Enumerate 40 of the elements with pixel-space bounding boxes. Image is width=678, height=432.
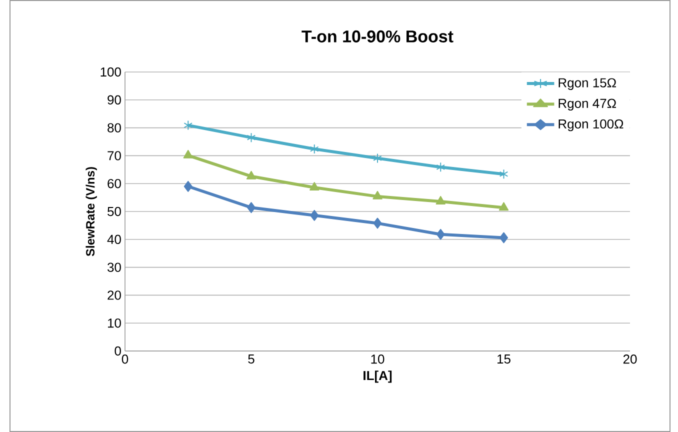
x-tick-label: 0 [122,354,128,364]
point [310,144,319,154]
x-tick-label: 15 [498,354,510,364]
y-tick-label: 20 [108,290,121,300]
point [184,180,192,192]
x-tick-label: 10 [371,354,384,364]
point [436,162,446,172]
y-tick-label: 80 [108,123,121,132]
point [372,190,382,200]
y-tick-label: 90 [108,95,121,104]
point [183,150,193,158]
legend-label: Rgon 47Ω [558,98,616,111]
y-tick-label: 30 [108,262,121,272]
point [436,196,446,204]
point [498,202,509,211]
point [246,132,256,143]
y-tick-label: 50 [108,206,121,216]
y-tick-label: 40 [107,234,121,244]
point [246,170,256,180]
point [499,169,508,180]
point [436,228,445,240]
point [184,120,193,130]
legend-label: Rgon 15Ω [558,78,616,90]
point [310,182,320,191]
y-tick-label: 70 [108,151,121,160]
x-axis-title: IL[A] [364,370,392,383]
chart-title: T-on 10-90% Boost [302,30,454,42]
y-tick-label: 10 [108,318,121,328]
point [373,153,382,164]
x-tick-label: 5 [248,354,254,364]
x-tick-label: 20 [623,354,637,364]
y-tick-label: 100 [100,67,121,77]
point [373,218,382,229]
point [247,202,256,214]
y-axis-title: SlewRate (V/ns) [86,167,97,256]
point [500,232,508,244]
legend-label: Rgon 100Ω [558,119,624,132]
y-tick-label: 60 [108,178,121,188]
y-tick-label: 0 [114,346,121,356]
point [310,210,319,221]
